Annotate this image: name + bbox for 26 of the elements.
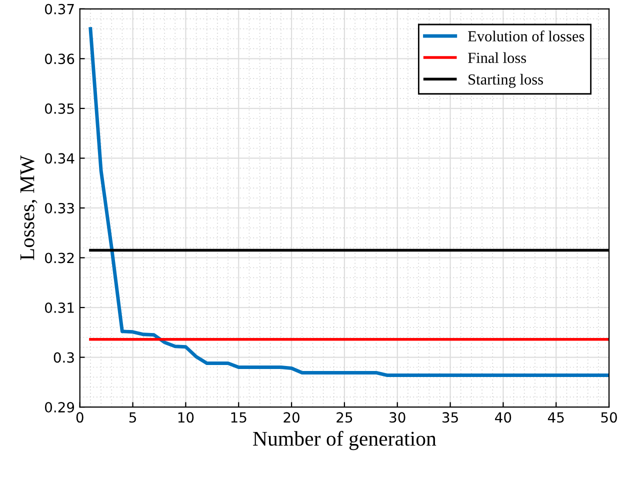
y-tick-label: 0.31 bbox=[45, 302, 74, 313]
line-series bbox=[88, 27, 610, 377]
x-tick-label: 0 bbox=[76, 412, 84, 423]
x-tick-label: 40 bbox=[495, 412, 512, 423]
y-tick-label: 0.37 bbox=[45, 4, 74, 14]
x-tick-label: 5 bbox=[129, 412, 136, 423]
legend-label: Evolution of losses bbox=[468, 30, 584, 42]
x-tick-label: 45 bbox=[548, 412, 564, 423]
x-tick-label: 20 bbox=[284, 412, 300, 423]
legend-label: Final loss bbox=[468, 52, 526, 64]
y-tick-label: 0.3 bbox=[54, 352, 74, 363]
x-tick-label: 25 bbox=[336, 412, 352, 423]
y-tick-label: 0.33 bbox=[45, 202, 74, 214]
y-axis-title: Losses, MW bbox=[20, 155, 38, 260]
x-tick-label: 10 bbox=[178, 412, 194, 423]
x-tick-label: 35 bbox=[442, 412, 458, 423]
x-tick-label: 50 bbox=[601, 412, 617, 423]
y-tick-label: 0.32 bbox=[45, 252, 74, 264]
x-axis-title: Number of generation bbox=[253, 430, 436, 450]
x-tick-label: 30 bbox=[390, 412, 406, 423]
legend-label: Starting loss bbox=[468, 74, 543, 88]
x-tick-label: 15 bbox=[231, 412, 246, 423]
y-tick-label: 0.35 bbox=[45, 103, 74, 114]
y-tick-label: 0.29 bbox=[45, 402, 74, 413]
y-tick-label: 0.36 bbox=[45, 54, 74, 64]
y-tick-label: 0.34 bbox=[45, 153, 74, 164]
